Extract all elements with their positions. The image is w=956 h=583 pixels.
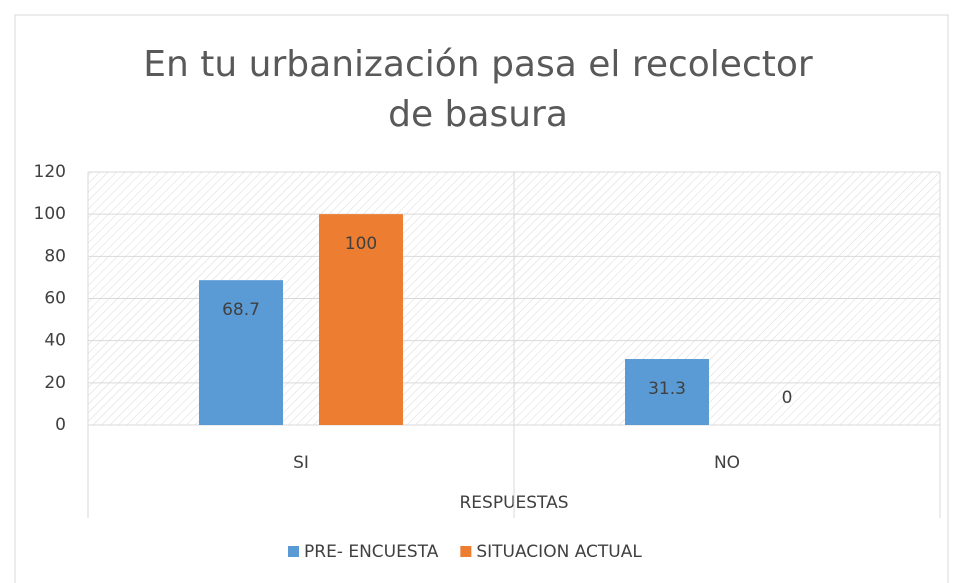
- x-tick-label: NO: [714, 453, 740, 473]
- y-tick-label: 100: [34, 204, 66, 224]
- legend-swatch: [460, 546, 472, 557]
- y-tick-label: 20: [44, 373, 66, 393]
- data-label: 100: [345, 234, 377, 254]
- y-tick-label: 60: [44, 289, 66, 309]
- legend-swatch: [288, 546, 299, 557]
- data-label: 0: [782, 388, 793, 408]
- legend-label: SITUACION ACTUAL: [476, 542, 642, 562]
- bar: [199, 280, 283, 425]
- chart-title: En tu urbanización pasa el recolector de…: [143, 44, 813, 135]
- bar: [319, 214, 403, 425]
- data-label: 31.3: [648, 379, 686, 399]
- data-label: 68.7: [222, 300, 260, 320]
- x-tick-label: SI: [293, 453, 309, 473]
- legend-label: PRE- ENCUESTA: [304, 542, 439, 562]
- chart-border: [14, 14, 949, 583]
- y-tick-label: 40: [44, 331, 66, 351]
- y-tick-label: 0: [55, 415, 66, 435]
- y-tick-label: 120: [34, 162, 66, 182]
- bar: [625, 359, 709, 425]
- y-tick-label: 80: [44, 246, 66, 266]
